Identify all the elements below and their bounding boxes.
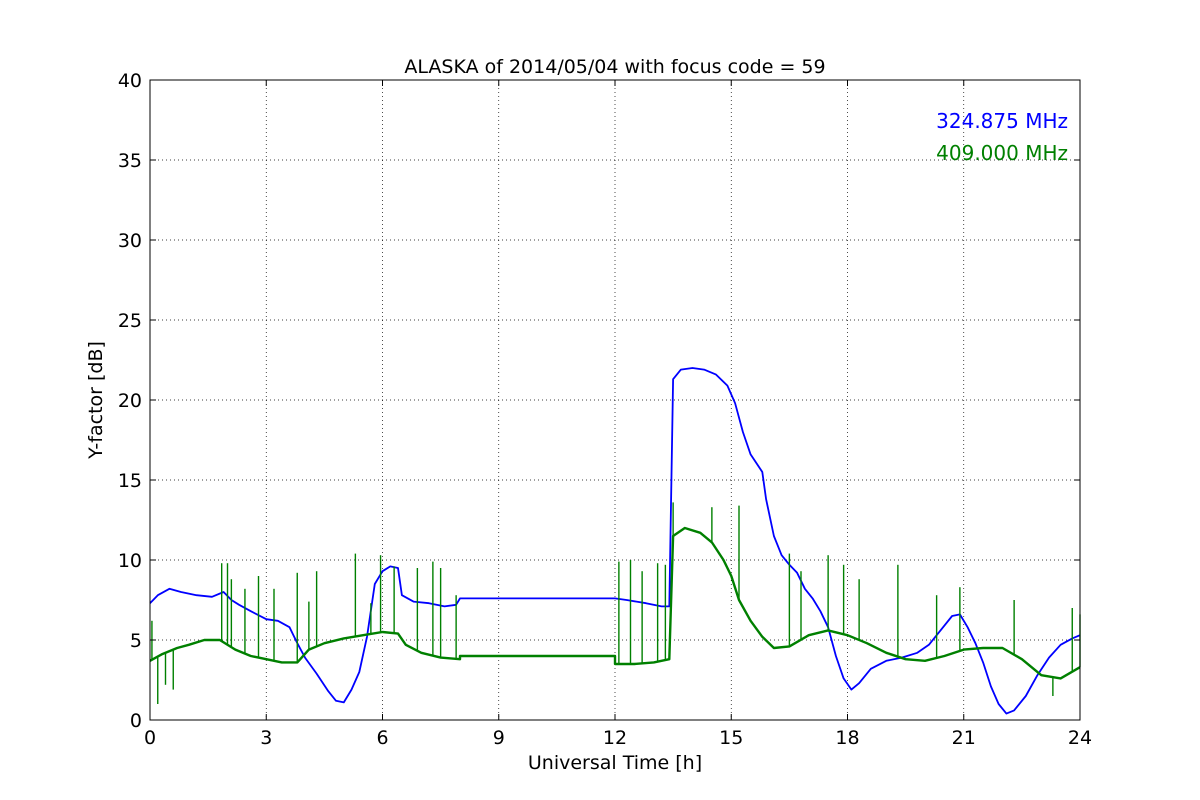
series-324-875-mhz: [149, 367, 1081, 715]
y-tick-label: 35: [118, 150, 142, 172]
y-tick-label: 40: [118, 70, 142, 92]
axis-ticks: 0 3 6 9 12 15 18 21 24 0 5 10 15 20 25 30 35 40: [118, 70, 1092, 749]
y-tick-label: 15: [118, 470, 142, 492]
x-tick-label: 9: [493, 727, 505, 749]
legend: 324.875 MHz 409.000 MHz: [936, 109, 1068, 165]
series-line-409-000-mhz: [149, 526, 1081, 680]
chart-title: ALASKA of 2014/05/04 with focus code = 5…: [404, 56, 825, 78]
x-tick-label: 24: [1068, 727, 1092, 749]
x-axis-label: Universal Time [h]: [528, 752, 702, 774]
legend-entry-324-875-mhz: 324.875 MHz: [936, 109, 1068, 133]
x-tick-label: 6: [376, 727, 388, 749]
y-axis-label: Y-factor [dB]: [85, 341, 107, 460]
x-tick-label: 12: [603, 727, 627, 749]
x-tick-label: 0: [144, 727, 156, 749]
series-layer: [149, 367, 1081, 715]
series-line-324-875-mhz: [149, 367, 1081, 715]
y-tick-label: 20: [118, 390, 142, 412]
x-tick-label: 3: [260, 727, 272, 749]
x-tick-label: 21: [952, 727, 976, 749]
y-tick-label: 0: [130, 710, 142, 732]
legend-entry-409-000-mhz: 409.000 MHz: [936, 141, 1068, 165]
x-tick-label: 18: [835, 727, 859, 749]
y-tick-label: 5: [130, 630, 142, 652]
x-tick-label: 15: [719, 727, 743, 749]
series-409-000-mhz: [149, 502, 1081, 704]
y-tick-label: 30: [118, 230, 142, 252]
y-tick-label: 25: [118, 310, 142, 332]
y-tick-label: 10: [118, 550, 142, 572]
